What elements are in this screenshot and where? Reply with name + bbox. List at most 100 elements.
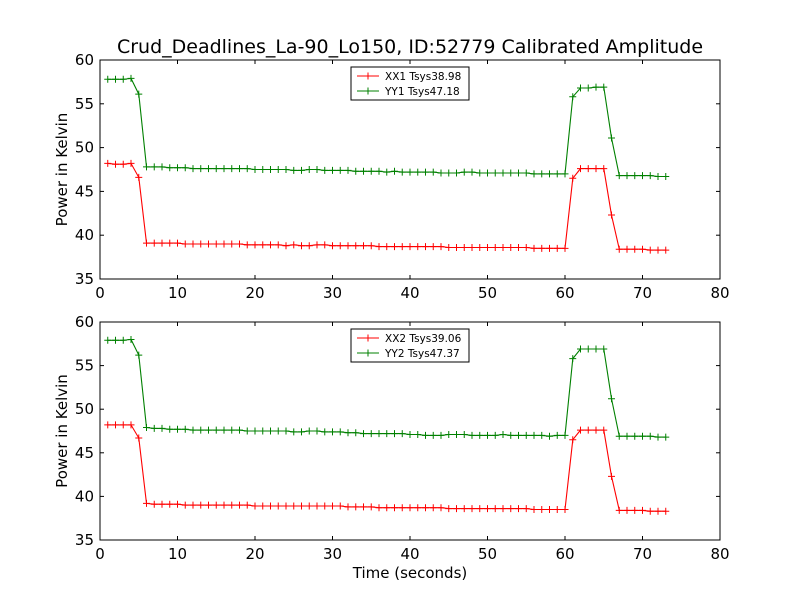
data-point	[375, 167, 383, 175]
data-point	[484, 431, 491, 439]
data-point	[220, 240, 228, 248]
x-tick-label: 30	[323, 545, 342, 563]
data-point	[445, 430, 453, 438]
data-point	[344, 166, 352, 174]
y-axis-label: Power in Kelvin	[53, 113, 71, 227]
data-point	[398, 504, 406, 512]
data-point	[631, 506, 639, 514]
data-point	[522, 169, 530, 177]
data-point	[166, 164, 174, 172]
data-point	[646, 432, 654, 440]
x-tick-label: 30	[323, 284, 342, 302]
data-point	[251, 427, 259, 435]
x-tick-label: 50	[478, 545, 497, 563]
data-point	[522, 505, 530, 513]
data-point	[251, 502, 259, 510]
legend-label: YY2 Tsys47.37	[384, 348, 460, 360]
data-point	[212, 501, 220, 509]
data-point	[212, 165, 220, 173]
data-point	[445, 243, 453, 251]
data-point	[267, 166, 274, 173]
data-point	[476, 169, 484, 177]
data-point	[422, 168, 429, 176]
data-point	[329, 502, 336, 510]
data-point	[119, 421, 127, 429]
data-point	[259, 427, 267, 435]
data-point	[166, 500, 174, 508]
y-tick-label: 35	[75, 270, 94, 288]
y-tick-label: 50	[75, 139, 94, 157]
data-point	[507, 431, 515, 439]
data-point	[654, 246, 662, 254]
data-point	[150, 239, 158, 247]
data-point	[135, 351, 143, 359]
data-point	[329, 428, 336, 436]
data-point	[623, 432, 631, 440]
data-point	[437, 504, 445, 512]
data-point	[460, 430, 468, 438]
data-point	[352, 242, 360, 250]
data-point	[553, 170, 561, 178]
data-point	[515, 243, 522, 251]
data-point	[422, 504, 429, 512]
data-point	[112, 75, 119, 83]
data-point	[584, 84, 592, 92]
x-tick-label: 80	[710, 545, 729, 563]
data-point	[600, 83, 608, 91]
data-point	[321, 241, 329, 249]
data-point	[243, 241, 251, 249]
data-point	[274, 502, 282, 510]
data-point	[553, 244, 561, 252]
data-point	[569, 355, 577, 363]
data-point	[344, 503, 352, 511]
data-point	[615, 506, 623, 514]
data-point	[282, 427, 290, 435]
data-point	[158, 163, 166, 171]
data-point	[189, 165, 197, 173]
data-point	[313, 241, 321, 249]
data-point	[460, 168, 468, 176]
data-point	[530, 244, 538, 252]
data-point	[646, 246, 654, 254]
data-point	[143, 239, 150, 247]
data-point	[429, 243, 437, 251]
data-point	[189, 240, 197, 248]
data-point	[453, 430, 460, 438]
data-point	[197, 501, 205, 509]
data-point	[383, 430, 391, 438]
data-point	[243, 427, 251, 435]
data-point	[515, 169, 522, 177]
y-tick-label: 35	[75, 531, 94, 549]
data-point	[367, 430, 375, 438]
data-point	[499, 169, 507, 177]
data-point	[251, 241, 259, 249]
data-point	[259, 166, 267, 173]
data-point	[383, 243, 391, 251]
data-point	[352, 167, 360, 175]
data-point	[282, 242, 290, 250]
x-tick-label: 70	[633, 284, 652, 302]
data-point	[406, 243, 414, 251]
y-tick-label: 50	[75, 400, 94, 418]
data-point	[150, 500, 158, 508]
data-point	[251, 166, 259, 173]
x-axis-label: Time (seconds)	[352, 564, 468, 582]
data-point	[631, 432, 639, 440]
data-point	[584, 165, 592, 173]
data-point	[429, 504, 437, 512]
data-point	[662, 173, 670, 181]
data-point	[639, 432, 646, 440]
data-point	[267, 241, 274, 249]
data-point	[298, 166, 305, 174]
data-point	[352, 503, 360, 511]
data-point	[584, 426, 592, 434]
data-point	[267, 502, 274, 510]
data-point	[329, 166, 336, 174]
data-point	[553, 431, 561, 439]
data-point	[290, 502, 298, 510]
y-tick-label: 45	[75, 444, 94, 462]
data-point	[383, 504, 391, 512]
data-point	[174, 239, 181, 247]
data-point	[127, 421, 135, 429]
data-point	[344, 242, 352, 250]
